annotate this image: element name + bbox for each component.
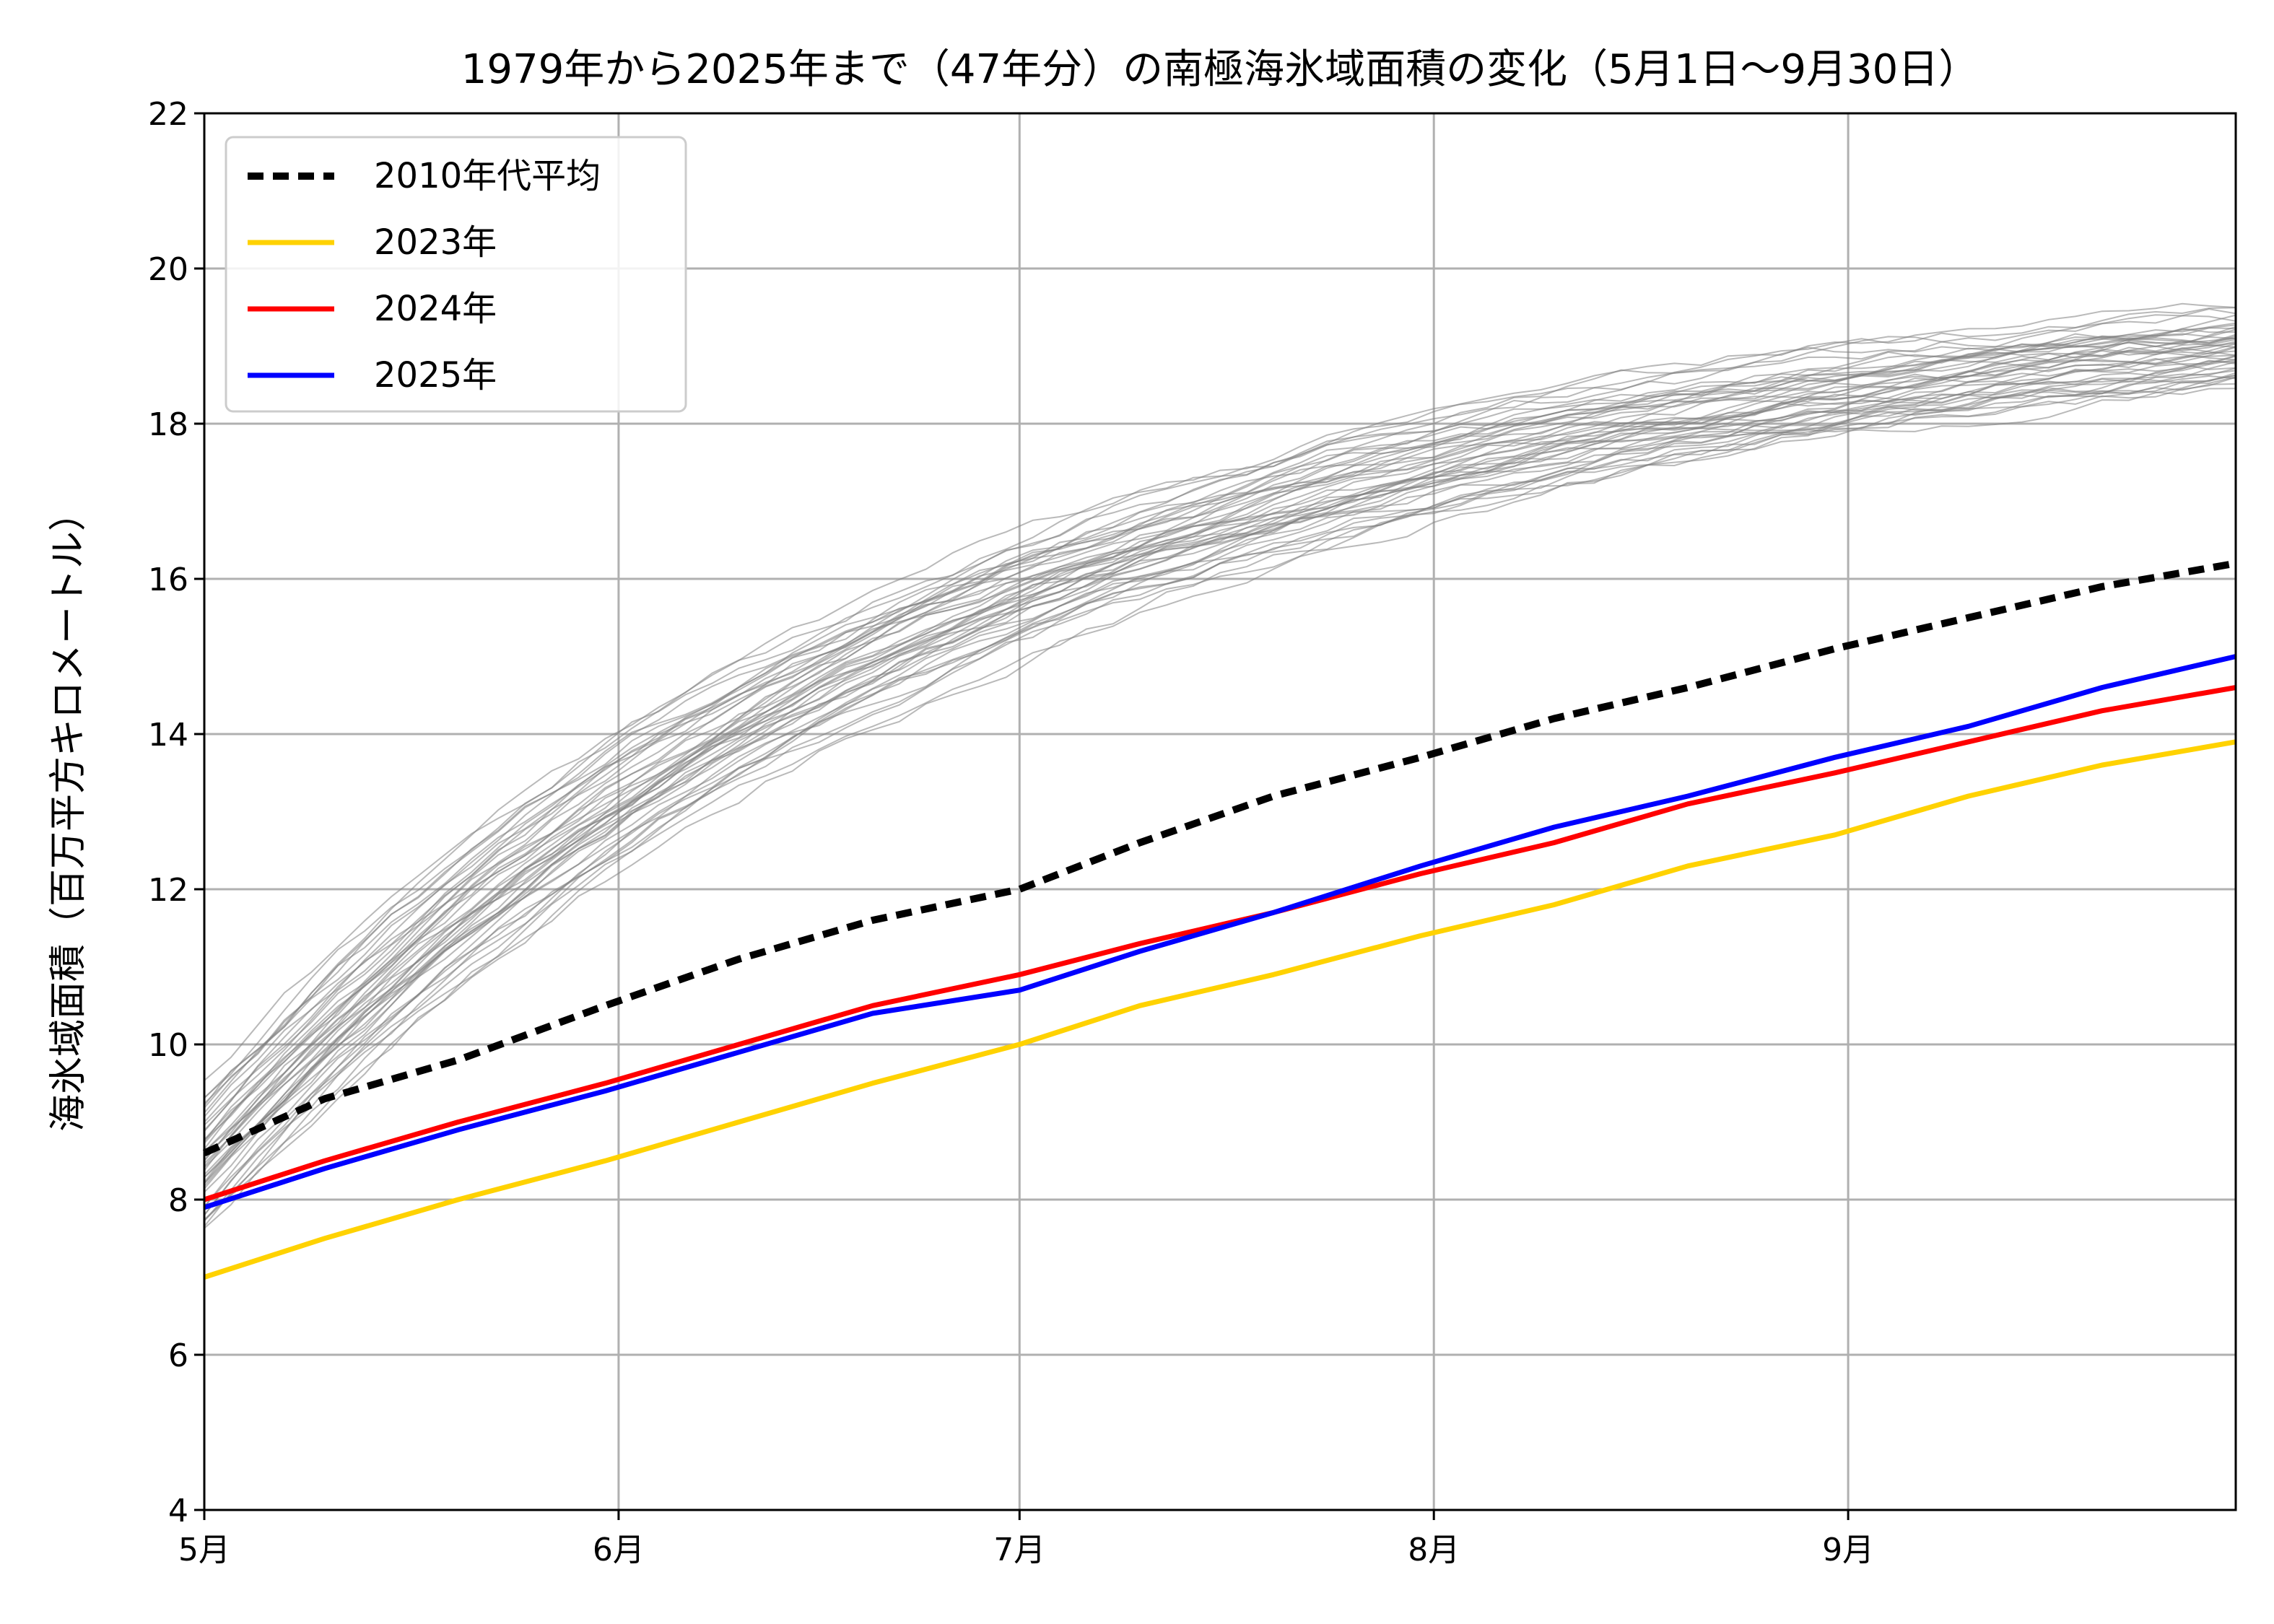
background-year-line [204, 355, 2236, 1176]
background-year-line [204, 341, 2236, 1162]
background-year-line [204, 374, 2236, 1229]
background-year-line [204, 324, 2236, 1118]
background-year-line [204, 354, 2236, 1193]
chart-title: 1979年から2025年まで（47年分）の南極海氷域面積の変化（5月1日～9月3… [461, 46, 1979, 93]
y-tick-label: 10 [148, 1027, 188, 1064]
background-year-line [204, 354, 2236, 1164]
y-tick-label: 8 [168, 1182, 188, 1219]
y-tick-label: 14 [148, 717, 188, 754]
background-year-line [204, 375, 2236, 1189]
legend-label: 2010年代平均 [374, 156, 601, 196]
y-tick-label: 6 [168, 1337, 188, 1374]
background-year-line [204, 372, 2236, 1207]
background-year-line [204, 315, 2236, 1109]
background-year-line [204, 314, 2236, 1114]
background-year-line [204, 333, 2236, 1143]
series-line-2024年 [203, 685, 2236, 1202]
background-year-line [204, 343, 2236, 1178]
background-year-lines [204, 302, 2236, 1229]
legend-box [225, 136, 687, 413]
series-line-2025年 [203, 654, 2236, 1210]
x-tick-label: 9月 [1822, 1532, 1874, 1568]
background-year-line [204, 367, 2236, 1221]
legend-label: 2023年 [374, 222, 497, 263]
x-tick-label: 7月 [993, 1532, 1045, 1568]
x-tick-label: 5月 [178, 1532, 230, 1568]
series-lines [202, 559, 2236, 1280]
y-tick-label: 12 [148, 872, 188, 909]
background-year-line [204, 308, 2236, 1099]
background-year-line [204, 339, 2236, 1167]
legend-label: 2024年 [374, 289, 497, 329]
legend-label: 2025年 [374, 355, 497, 396]
y-tick-label: 22 [148, 96, 188, 133]
axes: 4 6 8 10 12 14 16 18 20 22 5月 6月 7月 8月 9月 [148, 96, 2237, 1568]
y-tick-label: 16 [148, 562, 188, 598]
series-line-2010年代平均 [202, 559, 2236, 1157]
background-year-line [204, 387, 2236, 1222]
background-year-line [204, 337, 2236, 1132]
y-axis-label: 海氷域面積（百万平方キロメートル） [47, 494, 90, 1132]
background-year-line [204, 347, 2236, 1153]
background-year-line [204, 307, 2236, 1106]
y-tick-label: 4 [168, 1493, 188, 1529]
y-tick-label: 18 [148, 406, 188, 443]
y-tick-label: 20 [148, 251, 188, 288]
background-year-line [204, 370, 2236, 1179]
background-year-line [204, 326, 2236, 1126]
legend: 2010年代平均 2023年 2024年 2025年 [225, 136, 687, 413]
x-tick-label: 6月 [593, 1532, 645, 1568]
background-year-line [204, 335, 2236, 1140]
plot-frame [203, 112, 2237, 1511]
background-year-line [204, 337, 2236, 1153]
series-line-2023年 [203, 739, 2236, 1280]
background-year-line [204, 342, 2236, 1184]
x-tick-label: 8月 [1408, 1532, 1460, 1568]
